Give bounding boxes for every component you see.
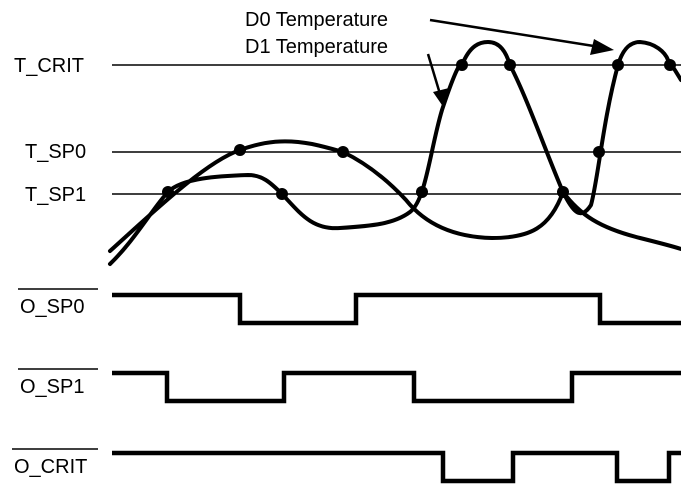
crossing-dot (276, 188, 288, 200)
crossing-dot (456, 59, 468, 71)
label-o-sp1: O_SP1 (20, 376, 84, 398)
crossing-dot (337, 146, 349, 158)
legend-d0-arrow (429, 18, 614, 55)
o-sp0-waveform (112, 292, 681, 326)
label-o-crit: O_CRIT (14, 456, 87, 478)
crossing-dot (162, 186, 174, 198)
crossing-dot (664, 59, 676, 71)
label-t-sp1: T_SP1 (25, 184, 86, 206)
legend-d0-label: D0 Temperature (245, 9, 388, 31)
crossing-dot (416, 186, 428, 198)
d1-temperature-curve (108, 139, 681, 253)
o-sp1-waveform (112, 370, 681, 404)
crossing-dot (612, 59, 624, 71)
label-t-sp0: T_SP0 (25, 141, 86, 163)
label-o-sp0: O_SP0 (20, 296, 84, 318)
d0-temperature-curve (108, 40, 681, 266)
crossing-dot (504, 59, 516, 71)
label-t-crit: T_CRIT (14, 55, 84, 77)
legend-d1-label: D1 Temperature (245, 36, 388, 58)
crossing-dot (557, 186, 569, 198)
o-crit-waveform (112, 450, 681, 484)
crossing-dot (234, 144, 246, 156)
crossing-dot (593, 146, 605, 158)
